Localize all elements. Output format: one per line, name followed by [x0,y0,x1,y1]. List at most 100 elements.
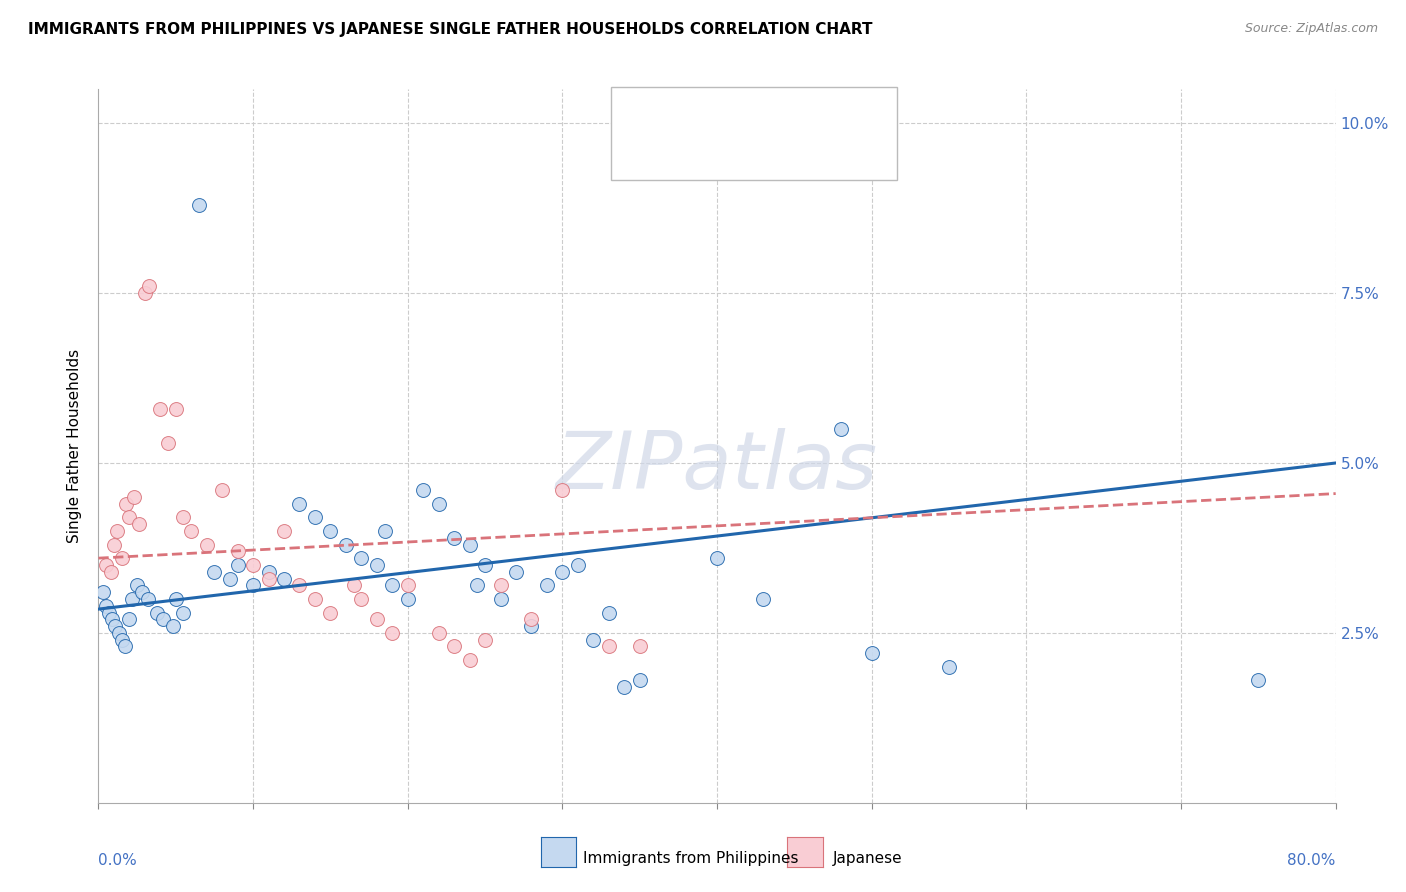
Point [319,524,342,538]
Point [489,591,512,606]
Point [366,558,388,572]
Point [366,612,388,626]
Point [149,401,172,416]
Point [242,558,264,572]
Point [173,510,195,524]
Point [162,619,184,633]
Point [752,591,775,606]
Point [100,565,122,579]
Point [91,585,114,599]
Point [152,612,174,626]
Point [706,551,728,566]
Point [204,565,226,579]
Point [111,632,134,647]
Point [111,551,134,566]
Point [396,591,419,606]
Point [105,524,128,538]
Point [427,626,450,640]
Point [443,531,465,545]
Text: R =: R = [672,147,704,162]
Point [127,578,149,592]
Text: IMMIGRANTS FROM PHILIPPINES VS JAPANESE SINGLE FATHER HOUSEHOLDS CORRELATION CHA: IMMIGRANTS FROM PHILIPPINES VS JAPANESE … [28,22,873,37]
Point [138,279,160,293]
Point [98,606,121,620]
Text: Source: ZipAtlas.com: Source: ZipAtlas.com [1244,22,1378,36]
Text: 80.0%: 80.0% [1288,853,1336,868]
Point [257,565,280,579]
Point [551,483,574,498]
Point [628,640,651,654]
Point [381,626,404,640]
Point [211,483,233,498]
Point [938,660,960,674]
Point [830,422,852,436]
Text: N =: N = [752,147,796,162]
Point [226,558,249,572]
Point [96,599,118,613]
Point [551,565,574,579]
Point [103,537,125,551]
Point [273,572,295,586]
Point [107,626,129,640]
Point [121,591,143,606]
Point [273,524,295,538]
Point [319,606,342,620]
Point [474,632,496,647]
Point [335,537,357,551]
Point [396,578,419,592]
Text: 0.060: 0.060 [707,147,755,162]
Point [467,578,489,592]
Point [165,401,187,416]
Text: 39: 39 [792,147,813,162]
Text: ZIPatlas: ZIPatlas [555,428,879,507]
Point [188,198,211,212]
Point [374,524,396,538]
Point [288,578,311,592]
Text: 0.0%: 0.0% [98,853,138,868]
Point [101,612,124,626]
Point [118,612,141,626]
Point [350,551,373,566]
Point [134,286,156,301]
Point [381,578,404,592]
Point [288,497,311,511]
Point [304,510,326,524]
Point [96,558,118,572]
Text: 0.166: 0.166 [707,109,755,124]
Text: N =: N = [752,109,796,124]
Point [458,653,481,667]
Point [157,435,180,450]
Point [598,606,620,620]
Text: 56: 56 [792,109,813,124]
Text: R =: R = [672,109,704,124]
Text: Japanese: Japanese [832,851,903,865]
Point [173,606,195,620]
Point [114,640,136,654]
Point [343,578,366,592]
Point [122,490,145,504]
Point [598,640,620,654]
Point [520,619,543,633]
Point [505,565,527,579]
Point [474,558,496,572]
Point [489,578,512,592]
Point [146,606,169,620]
Point [536,578,558,592]
Point [412,483,434,498]
Point [226,544,249,558]
Point [458,537,481,551]
Point [115,497,138,511]
Point [520,612,543,626]
Point [304,591,326,606]
Point [131,585,153,599]
Point [1247,673,1270,688]
Point [128,517,150,532]
Point [136,591,159,606]
Point [427,497,450,511]
Point [195,537,218,551]
Point [628,673,651,688]
Point [165,591,187,606]
Point [104,619,127,633]
Point [567,558,589,572]
Point [257,572,280,586]
